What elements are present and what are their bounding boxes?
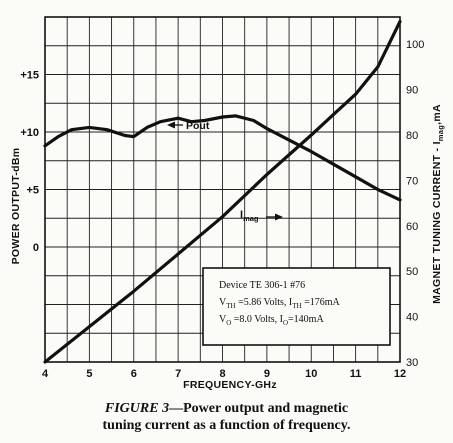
right-tick-labels: 30 40 50 60 70 80 90 100: [406, 39, 424, 369]
right-tick-label: 50: [406, 266, 418, 278]
x-tick-label: 10: [305, 368, 317, 380]
pout-label: Pout: [186, 120, 210, 132]
device-info-line3: VO =8.0 Volts, IO=140mA: [219, 314, 324, 327]
x-tick-label: 6: [131, 368, 137, 380]
x-tick-labels: 4 5 6 7 8 9 10 11 12: [42, 368, 406, 380]
imag-annotation: Imag: [240, 209, 283, 223]
x-tick-label: 8: [219, 368, 225, 380]
right-tick-label: 100: [406, 39, 424, 51]
right-tick-label: 70: [406, 175, 418, 187]
left-axis-title: POWER OUTPUT-dBm: [10, 148, 22, 265]
plot-frame: [44, 16, 401, 363]
x-tick-label: 11: [350, 368, 362, 380]
pout-series-line: [43, 114, 402, 202]
device-info-line2: VTH =5.86 Volts, ITH =176mA: [219, 297, 341, 310]
right-axis-title: MAGNET TUNING CURRENT - Imag,mA: [431, 104, 445, 304]
chart: 4 5 6 7 8 9 10 11 12 +15 +10 +5 0 30 40 50 60 70 80 90 100…: [10, 16, 445, 391]
right-tick-label: 80: [406, 130, 418, 142]
left-tick-label: +10: [20, 127, 39, 139]
x-tick-label: 4: [42, 368, 49, 380]
plot-border: [44, 16, 401, 363]
left-tick-label: 0: [33, 242, 39, 254]
right-tick-label: 30: [406, 357, 418, 369]
caption-figure-label: FIGURE 3: [104, 401, 170, 416]
caption-line2: tuning current as a function of frequenc…: [102, 418, 351, 433]
device-info-box: Device TE 306-1 #76 VTH =5.86 Volts, ITH…: [202, 267, 391, 346]
x-tick-label: 5: [86, 368, 92, 380]
x-tick-label: 7: [175, 368, 181, 380]
x-tick-label: 9: [264, 368, 270, 380]
chart-series: [43, 19, 402, 364]
x-tick-label: 12: [394, 368, 406, 380]
imag-label: Imag: [240, 209, 259, 223]
left-tick-label: +5: [26, 185, 39, 197]
left-tick-label: +15: [20, 70, 39, 82]
imag-series-line: [43, 19, 402, 364]
right-tick-label: 60: [406, 221, 418, 233]
figure-caption: FIGURE 3—Power output and magnetic tunin…: [0, 400, 453, 434]
left-tick-labels: +15 +10 +5 0: [20, 70, 39, 255]
caption-line1: FIGURE 3—Power output and magnetic: [104, 401, 349, 416]
device-info-line1: Device TE 306-1 #76: [219, 280, 305, 291]
right-tick-label: 40: [406, 312, 418, 324]
x-axis-title: FREQUENCY-GHz: [183, 379, 277, 391]
right-tick-label: 90: [406, 85, 418, 97]
pout-annotation: Pout: [167, 120, 210, 132]
